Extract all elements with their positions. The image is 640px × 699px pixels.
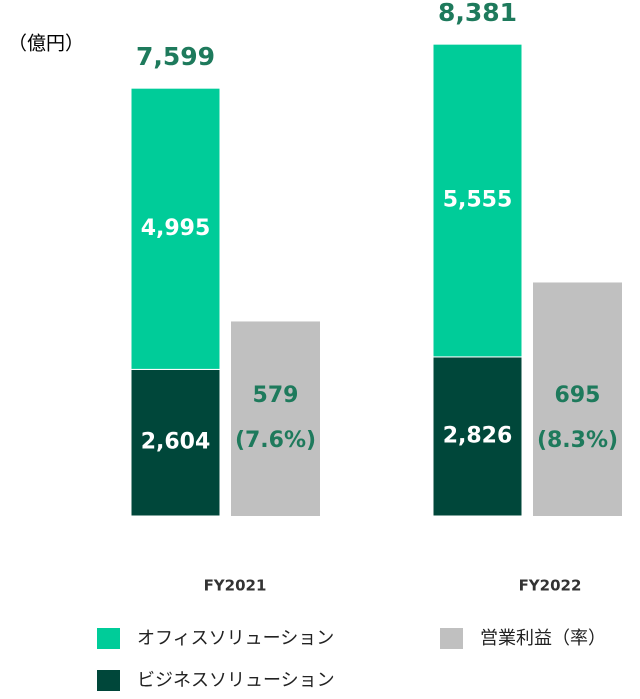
unit-label: （億円）	[8, 33, 84, 55]
profit-bar	[533, 282, 622, 516]
profit-label: 579	[253, 383, 299, 408]
legend-swatch	[97, 670, 120, 691]
x-tick-label: FY2021	[204, 577, 267, 595]
x-tick-label: FY2022	[519, 577, 582, 595]
bar-segment	[130, 87, 221, 370]
segment-label: 5,555	[443, 188, 513, 213]
legend-label: ビジネスソリューション	[137, 670, 335, 691]
segment-label: 2,604	[141, 430, 211, 455]
legend-label: オフィスソリューション	[137, 628, 334, 649]
segment-label: 4,995	[141, 216, 211, 241]
rate-label: (8.3%)	[537, 428, 618, 453]
total-label: 8,381	[438, 0, 517, 27]
total-label: 7,599	[136, 42, 215, 71]
bar-segment	[432, 43, 523, 358]
profit-label: 695	[555, 383, 601, 408]
profit-bar	[231, 321, 320, 516]
segment-label: 2,826	[443, 423, 513, 448]
legend-label: 営業利益（率）	[480, 628, 606, 649]
bar-segment	[130, 368, 221, 517]
rate-label: (7.6%)	[235, 428, 316, 453]
legend-swatch	[97, 628, 120, 649]
legend-swatch	[440, 628, 463, 649]
